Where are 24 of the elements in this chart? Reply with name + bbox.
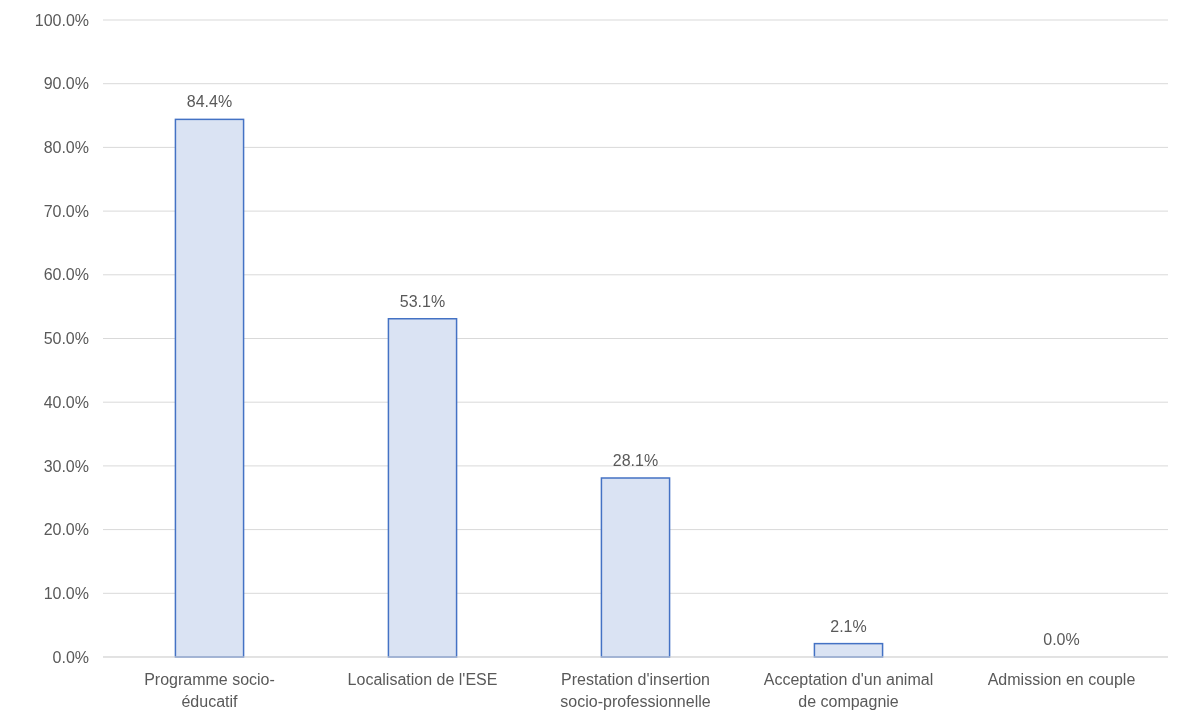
x-tick-label: Prestation d'insertion socio-professionnelle [560, 671, 711, 710]
bar [387, 318, 458, 658]
y-tick-label: 70.0% [43, 202, 89, 220]
x-tick-label: Admission en couple [987, 671, 1136, 688]
data-label: 53.1% [399, 292, 446, 310]
y-tick-label: 60.0% [43, 266, 89, 284]
x-tick-label: Localisation de l'ESE [347, 671, 498, 688]
data-label: 0.0% [1043, 631, 1080, 648]
y-tick-label: 40.0% [43, 393, 89, 411]
y-tick-label: 20.0% [43, 521, 89, 539]
bar [600, 477, 671, 658]
y-tick-label: 90.0% [43, 75, 89, 93]
y-tick-label: 10.0% [43, 584, 89, 602]
bar [174, 118, 245, 658]
data-label: 28.1% [612, 452, 659, 469]
y-tick-label: 100.0% [34, 11, 89, 29]
y-tick-label: 80.0% [43, 139, 89, 157]
x-tick-label: Programme socio-éducatif [144, 671, 275, 710]
data-label: 2.1% [830, 617, 867, 635]
data-label: 84.4% [186, 93, 233, 111]
y-tick-label: 30.0% [43, 457, 89, 475]
y-tick-label: 50.0% [43, 330, 89, 348]
x-tick-label: Acceptation d'un animal de compagnie [763, 671, 934, 710]
y-tick-label: 0.0% [52, 648, 89, 666]
